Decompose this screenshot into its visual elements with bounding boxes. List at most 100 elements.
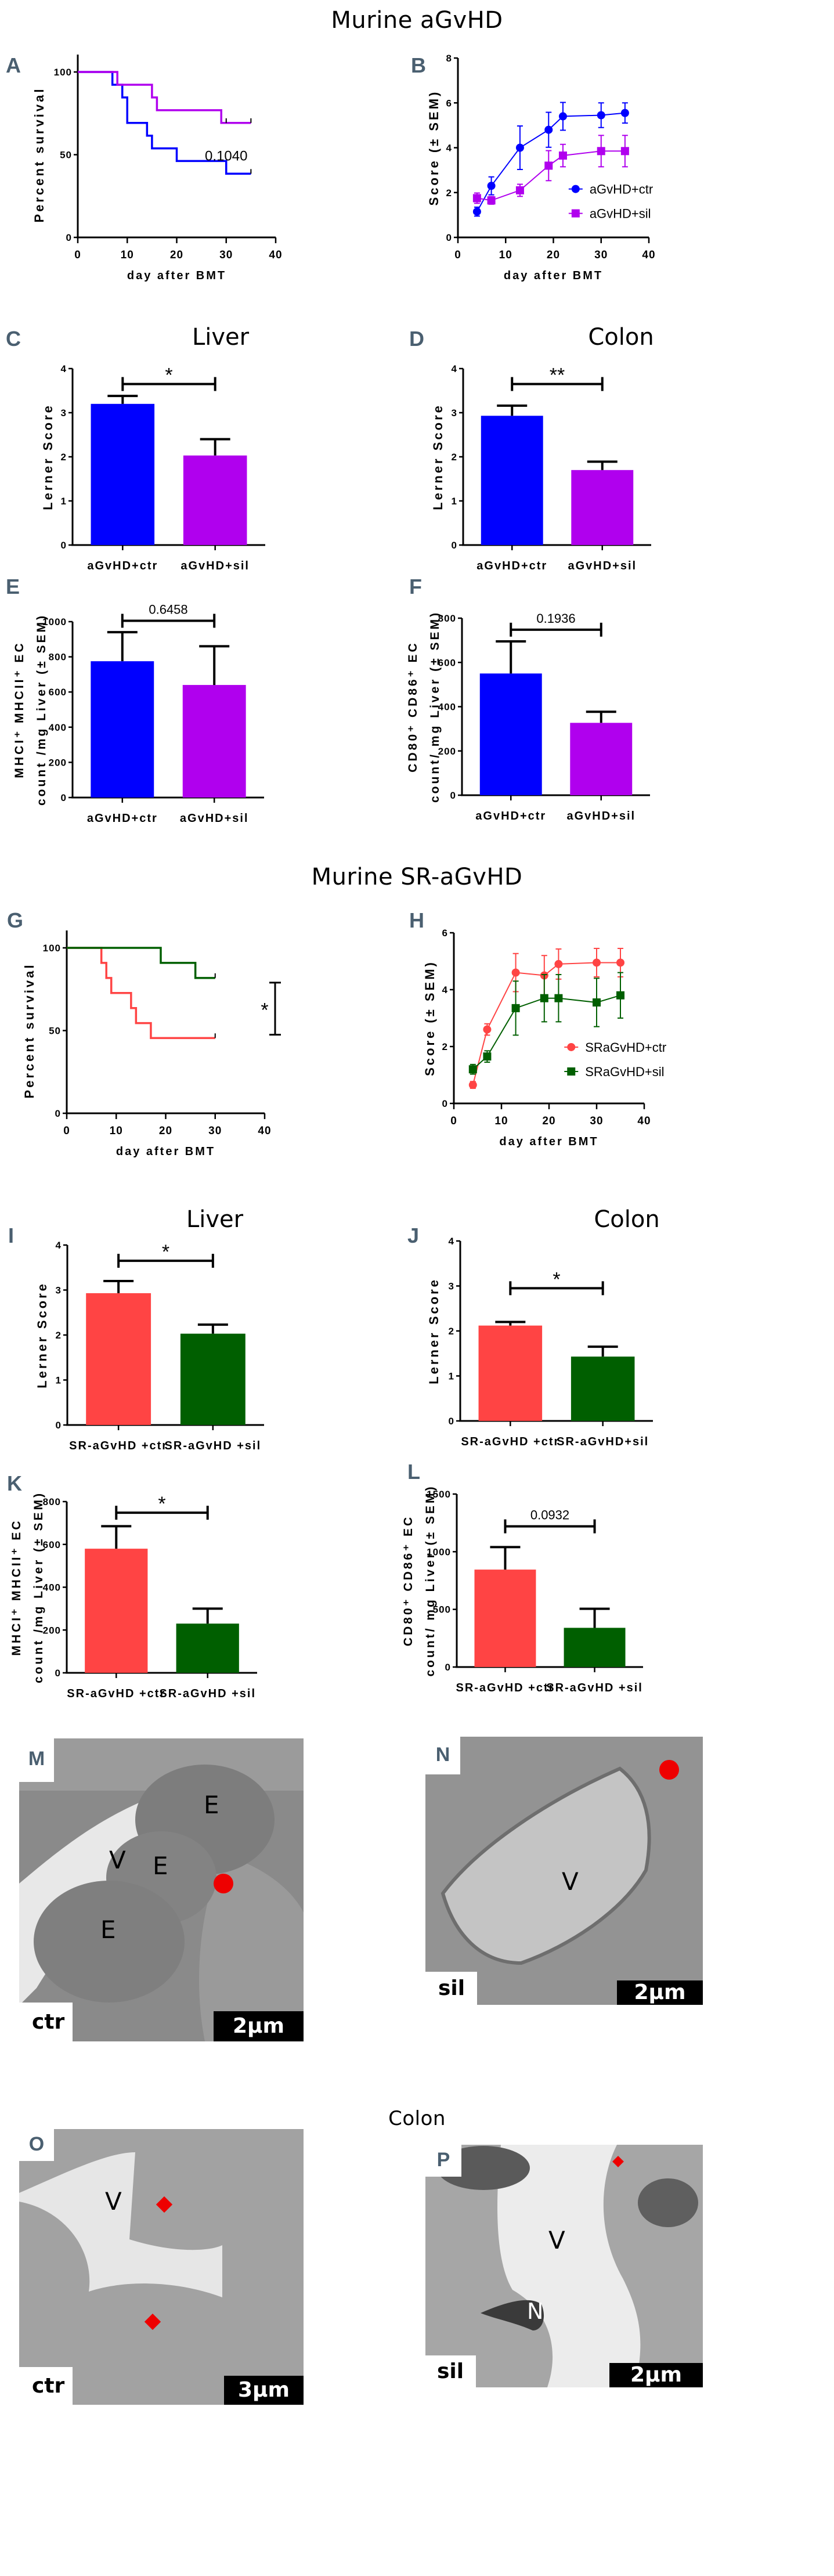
y-tick-label: 400 xyxy=(438,702,456,713)
em-texture-o xyxy=(19,2129,304,2405)
data-point xyxy=(620,109,629,117)
panel-letter-a: A xyxy=(6,53,21,77)
x-tick-label: 40 xyxy=(637,1115,651,1127)
legend-marker xyxy=(567,1067,576,1076)
bar-aGvHD+sil xyxy=(182,685,246,798)
x-axis-label: day after BMT xyxy=(127,269,226,282)
panel-letter-h: H xyxy=(409,908,424,932)
y-tick-label: 1000 xyxy=(427,1546,451,1557)
section-title-colon-em: Colon xyxy=(388,2107,446,2130)
data-point xyxy=(515,186,524,194)
y-tick-label: 4 xyxy=(452,363,457,374)
red-dot-marker xyxy=(214,1874,233,1893)
bar-SR-aGvHD +sil xyxy=(564,1628,626,1667)
organ-title-j: Colon xyxy=(594,1206,660,1233)
panel-letter-l: L xyxy=(407,1460,420,1484)
x-tick-label: 30 xyxy=(594,249,608,261)
y-tick-label: 1000 xyxy=(42,616,67,627)
y-tick-label: 0 xyxy=(450,790,456,801)
category-label: aGvHD+ctr xyxy=(475,810,546,822)
organ-title-d: Colon xyxy=(588,324,654,351)
significance-label: 0.0932 xyxy=(530,1508,569,1522)
bar-SR-aGvHD +ctr xyxy=(86,1293,151,1425)
data-point xyxy=(468,1081,477,1089)
category-label: SR-aGvHD +ctr xyxy=(456,1682,554,1694)
em-texture-n xyxy=(425,1737,703,2005)
data-point xyxy=(616,991,624,1000)
x-tick-label: 0 xyxy=(63,1125,70,1137)
bar-aGvHD+ctr xyxy=(91,403,155,545)
y-axis-label: Lerner Score xyxy=(41,403,55,510)
x-tick-label: 40 xyxy=(269,249,282,261)
em-scale-bar: 3µm xyxy=(224,2376,304,2405)
x-tick-label: 40 xyxy=(642,249,655,261)
data-point xyxy=(597,147,605,156)
legend-label: SRaGvHD+ctr xyxy=(585,1040,666,1055)
significance-star: * xyxy=(261,1000,268,1022)
y-tick-label: 6 xyxy=(442,928,448,939)
chart-g-survival: 0 50 100 0 10 20 30 40 day after BMT Percent surv… xyxy=(22,930,281,1158)
bar-aGvHD+ctr xyxy=(481,416,543,545)
panel-letter-e: E xyxy=(6,575,20,598)
em-panel-label: M xyxy=(19,1738,54,1779)
data-point xyxy=(487,196,496,205)
panel-letter-c: C xyxy=(6,327,21,351)
chart-j-colon-lerner: 0 1 2 3 4 Lerner Score SR-aGvHD +ctrSR-aGvHD+s… xyxy=(427,1236,653,1448)
y-tick-label: 800 xyxy=(438,613,456,624)
em-panel-label: N xyxy=(425,1737,460,1773)
data-point xyxy=(468,1065,477,1074)
y-tick-label: 3 xyxy=(61,407,67,418)
y-tick-label: 2 xyxy=(442,1041,448,1052)
significance-label: ** xyxy=(550,365,565,387)
category-label: SR-aGvHD +sil xyxy=(165,1439,262,1452)
panel-letter-f: F xyxy=(409,575,422,598)
y-tick-label: 4 xyxy=(61,363,67,374)
panel-letter-d: D xyxy=(409,327,424,351)
survival-curve-aGvHD+sil xyxy=(78,71,251,124)
em-label-erythrocyte: E xyxy=(100,1915,116,1944)
significance-label: * xyxy=(553,1268,560,1290)
bar-SR-aGvHD+sil xyxy=(571,1356,635,1421)
category-label: aGvHD+sil xyxy=(566,810,636,822)
y-tick-label: 2 xyxy=(449,1326,454,1337)
category-label: SR-aGvHD +sil xyxy=(159,1687,256,1700)
category-label: aGvHD+ctr xyxy=(87,560,158,572)
em-texture-p xyxy=(425,2145,703,2387)
section-title-agvhd: Murine aGvHD xyxy=(331,7,503,34)
y-tick-label: 200 xyxy=(43,1625,61,1636)
y-tick-label: 600 xyxy=(43,1539,61,1550)
x-tick-label: 0 xyxy=(450,1115,457,1127)
y-tick-label: 600 xyxy=(438,657,456,668)
p-value-annotation: 0.1040 xyxy=(205,149,247,164)
y-axis-label: Lerner Score xyxy=(427,1278,441,1384)
y-axis-label: Lerner Score xyxy=(35,1282,49,1388)
data-point xyxy=(483,1025,492,1034)
x-axis-label: day after BMT xyxy=(504,269,603,282)
y-tick-label: 6 xyxy=(446,98,452,109)
y-tick-label: 3 xyxy=(449,1281,454,1292)
y-tick-label: 4 xyxy=(449,1236,454,1247)
y-axis-label: CD80⁺ CD86⁺ EC xyxy=(406,641,420,772)
y-axis-label: count /mg Liver (± SEM) xyxy=(35,614,48,806)
panel-letter-b: B xyxy=(411,53,426,77)
em-label-nucleus: N xyxy=(527,2299,544,2324)
em-label-vessel: V xyxy=(109,1846,126,1874)
y-tick-label: 0 xyxy=(55,1668,61,1679)
significance-label: 0.6458 xyxy=(149,602,187,616)
y-axis-label: count /mg Liver (± SEM) xyxy=(32,1491,45,1683)
survival-curve-SRaGvHD+ctr xyxy=(67,947,215,1040)
y-axis-label: CD80⁺ CD86⁺ EC xyxy=(402,1515,415,1646)
data-point xyxy=(472,194,481,203)
bar-aGvHD+ctr xyxy=(479,673,542,795)
x-axis-label: day after BMT xyxy=(499,1135,598,1148)
data-point xyxy=(620,147,629,156)
y-tick-label: 0 xyxy=(66,232,72,243)
y-tick-label: 2 xyxy=(446,187,452,199)
bar-SR-aGvHD +sil xyxy=(176,1623,239,1673)
legend-marker xyxy=(571,209,580,218)
y-tick-label: 2 xyxy=(452,452,457,463)
em-label-vessel: V xyxy=(548,2226,565,2254)
data-point xyxy=(540,994,548,1002)
y-tick-label: 100 xyxy=(54,67,72,78)
